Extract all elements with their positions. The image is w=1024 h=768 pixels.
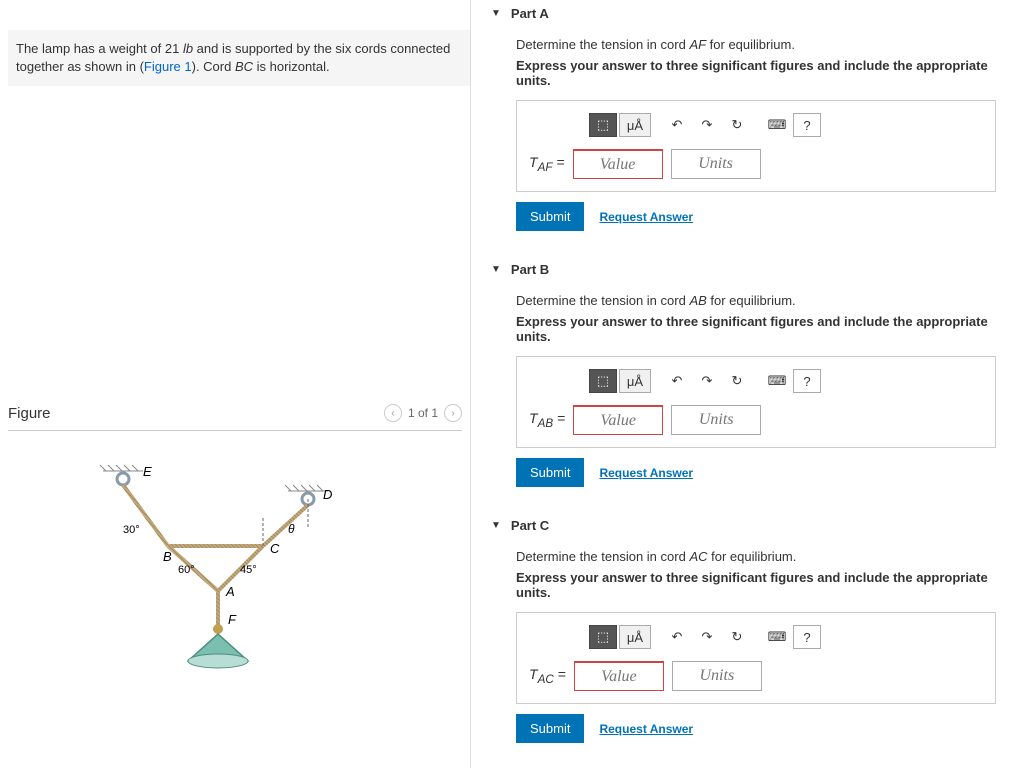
part-title: Part B [511, 262, 549, 277]
template-icon[interactable]: ⬚ [589, 369, 617, 393]
units-icon[interactable]: μÅ [619, 369, 651, 393]
svg-text:A: A [225, 584, 235, 599]
caret-down-icon: ▼ [491, 520, 501, 531]
svg-text:D: D [323, 487, 332, 502]
variable-label: TAB = [529, 410, 565, 430]
value-input[interactable] [573, 405, 663, 435]
redo-icon[interactable]: ↷ [693, 113, 721, 137]
problem-statement: The lamp has a weight of 21 lb and is su… [8, 30, 470, 86]
part-description: Determine the tension in cord AC for equ… [516, 549, 1024, 564]
svg-text:45°: 45° [240, 564, 257, 576]
help-icon[interactable]: ? [793, 369, 821, 393]
svg-text:F: F [228, 612, 237, 627]
svg-text:30°: 30° [123, 524, 140, 536]
caret-down-icon: ▼ [491, 264, 501, 275]
submit-button[interactable]: Submit [516, 458, 584, 487]
caret-down-icon: ▼ [491, 8, 501, 19]
reset-icon[interactable]: ↻ [723, 113, 751, 137]
request-answer-link[interactable]: Request Answer [599, 466, 693, 480]
undo-icon[interactable]: ↶ [663, 113, 691, 137]
svg-text:θ: θ [288, 522, 295, 536]
svg-text:C: C [270, 541, 280, 556]
part-title: Part C [511, 518, 549, 533]
pager-next-button[interactable]: › [444, 404, 462, 422]
figure-link[interactable]: Figure 1 [144, 59, 192, 74]
part-header-B[interactable]: ▼ Part B [491, 256, 1024, 283]
part-description: Determine the tension in cord AF for equ… [516, 37, 1024, 52]
reset-icon[interactable]: ↻ [723, 369, 751, 393]
undo-icon[interactable]: ↶ [663, 369, 691, 393]
help-icon[interactable]: ? [793, 625, 821, 649]
help-icon[interactable]: ? [793, 113, 821, 137]
part-header-C[interactable]: ▼ Part C [491, 512, 1024, 539]
svg-text:B: B [163, 549, 172, 564]
part-instruction: Express your answer to three significant… [516, 570, 1024, 600]
keyboard-icon[interactable]: ⌨ [763, 113, 791, 137]
part-title: Part A [511, 6, 549, 21]
reset-icon[interactable]: ↻ [723, 625, 751, 649]
part-instruction: Express your answer to three significant… [516, 58, 1024, 88]
value-input[interactable] [574, 661, 664, 691]
request-answer-link[interactable]: Request Answer [599, 722, 693, 736]
figure-diagram: E D B C A F θ 30° 60° 45° [8, 451, 462, 691]
units-input[interactable] [671, 405, 761, 435]
redo-icon[interactable]: ↷ [693, 369, 721, 393]
answer-box: ⬚μÅ ↶↷↻ ⌨? TAC = [516, 612, 996, 704]
redo-icon[interactable]: ↷ [693, 625, 721, 649]
part-header-A[interactable]: ▼ Part A [491, 0, 1024, 27]
units-input[interactable] [671, 149, 761, 179]
pager-prev-button[interactable]: ‹ [384, 404, 402, 422]
units-icon[interactable]: μÅ [619, 625, 651, 649]
part-description: Determine the tension in cord AB for equ… [516, 293, 1024, 308]
answer-box: ⬚μÅ ↶↷↻ ⌨? TAB = [516, 356, 996, 448]
svg-text:E: E [143, 464, 152, 479]
units-icon[interactable]: μÅ [619, 113, 651, 137]
answer-box: ⬚μÅ ↶↷↻ ⌨? TAF = [516, 100, 996, 192]
figure-title: Figure [8, 405, 51, 422]
submit-button[interactable]: Submit [516, 714, 584, 743]
part-instruction: Express your answer to three significant… [516, 314, 1024, 344]
value-input[interactable] [573, 149, 663, 179]
keyboard-icon[interactable]: ⌨ [763, 369, 791, 393]
svg-text:60°: 60° [178, 564, 195, 576]
variable-label: TAC = [529, 666, 566, 686]
units-input[interactable] [672, 661, 762, 691]
undo-icon[interactable]: ↶ [663, 625, 691, 649]
request-answer-link[interactable]: Request Answer [599, 210, 693, 224]
keyboard-icon[interactable]: ⌨ [763, 625, 791, 649]
template-icon[interactable]: ⬚ [589, 113, 617, 137]
figure-pager: ‹ 1 of 1 › [384, 404, 462, 422]
submit-button[interactable]: Submit [516, 202, 584, 231]
template-icon[interactable]: ⬚ [589, 625, 617, 649]
variable-label: TAF = [529, 154, 565, 174]
